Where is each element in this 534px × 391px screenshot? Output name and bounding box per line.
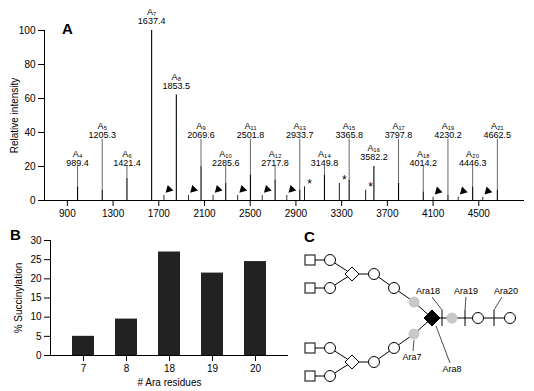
svg-text:2500: 2500 — [239, 208, 262, 219]
svg-text:20: 20 — [24, 161, 36, 172]
svg-text:40: 40 — [24, 127, 36, 138]
svg-text:*: * — [307, 177, 312, 191]
svg-text:Ara7: Ara7 — [402, 352, 421, 362]
svg-text:2100: 2100 — [193, 208, 216, 219]
svg-text:20: 20 — [30, 273, 42, 284]
svg-text:Ara18: Ara18 — [416, 286, 440, 296]
svg-text:100: 100 — [19, 25, 36, 36]
svg-text:25: 25 — [30, 254, 42, 265]
svg-text:0: 0 — [36, 350, 42, 361]
svg-text:A₁₇3797.8: A₁₇3797.8 — [385, 121, 413, 140]
svg-text:4500: 4500 — [468, 208, 491, 219]
svg-text:Ara8: Ara8 — [442, 364, 461, 374]
svg-text:A₁₃2933.7: A₁₃2933.7 — [286, 121, 314, 140]
svg-text:1700: 1700 — [148, 208, 171, 219]
svg-text:A₁₀2285.6: A₁₀2285.6 — [212, 149, 240, 168]
svg-text:A₂₀4446.3: A₂₀4446.3 — [459, 149, 487, 168]
svg-text:3300: 3300 — [331, 208, 354, 219]
svg-text:0: 0 — [30, 195, 36, 206]
svg-text:A₅1205.3: A₅1205.3 — [88, 121, 116, 140]
svg-text:A₆1421.4: A₆1421.4 — [113, 149, 141, 168]
svg-text:A₉2069.6: A₉2069.6 — [187, 121, 215, 140]
svg-text:3700: 3700 — [376, 208, 399, 219]
svg-text:30: 30 — [30, 235, 42, 246]
svg-text:A₁₄3149.8: A₁₄3149.8 — [311, 149, 339, 168]
svg-text:A₁₆3582.2: A₁₆3582.2 — [360, 143, 388, 162]
svg-text:80: 80 — [24, 59, 36, 70]
svg-text:# Ara residues: # Ara residues — [138, 377, 202, 388]
svg-text:2900: 2900 — [285, 208, 308, 219]
svg-text:15: 15 — [30, 292, 42, 303]
svg-text:*: * — [368, 180, 373, 194]
svg-text:A₈1853.5: A₈1853.5 — [163, 72, 191, 91]
svg-text:Ara19: Ara19 — [454, 286, 478, 296]
html-text:B: B — [10, 226, 21, 243]
svg-text:19: 19 — [207, 363, 219, 374]
svg-text:A₁₅3365.8: A₁₅3365.8 — [335, 121, 363, 140]
svg-text:A₄989.4: A₄989.4 — [66, 149, 89, 168]
svg-text:A₇1637.4: A₇1637.4 — [138, 7, 166, 26]
svg-text:*: * — [342, 173, 347, 187]
svg-text:A₁₉4230.2: A₁₉4230.2 — [434, 121, 462, 140]
svg-text:20: 20 — [250, 363, 262, 374]
svg-text:A₁₁2501.8: A₁₁2501.8 — [237, 121, 265, 140]
svg-text:7: 7 — [81, 363, 87, 374]
svg-text:900: 900 — [59, 208, 76, 219]
svg-text:% Succinylation: % Succinylation — [13, 263, 24, 334]
svg-text:10: 10 — [30, 311, 42, 322]
svg-text:A₁₂2717.8: A₁₂2717.8 — [261, 149, 289, 168]
html-text:C: C — [304, 228, 315, 245]
svg-text:4100: 4100 — [422, 208, 445, 219]
svg-text:18: 18 — [164, 363, 176, 374]
svg-text:5: 5 — [36, 331, 42, 342]
svg-text:Relative intensity: Relative intensity — [9, 78, 20, 154]
svg-text:Ara20: Ara20 — [494, 286, 518, 296]
svg-text:A₁₈4014.2: A₁₈4014.2 — [410, 149, 438, 168]
svg-text:A₂₁4662.5: A₂₁4662.5 — [484, 121, 512, 140]
svg-text:60: 60 — [24, 93, 36, 104]
svg-text:1300: 1300 — [102, 208, 125, 219]
svg-text:8: 8 — [124, 363, 130, 374]
html-text:A: A — [62, 20, 73, 37]
